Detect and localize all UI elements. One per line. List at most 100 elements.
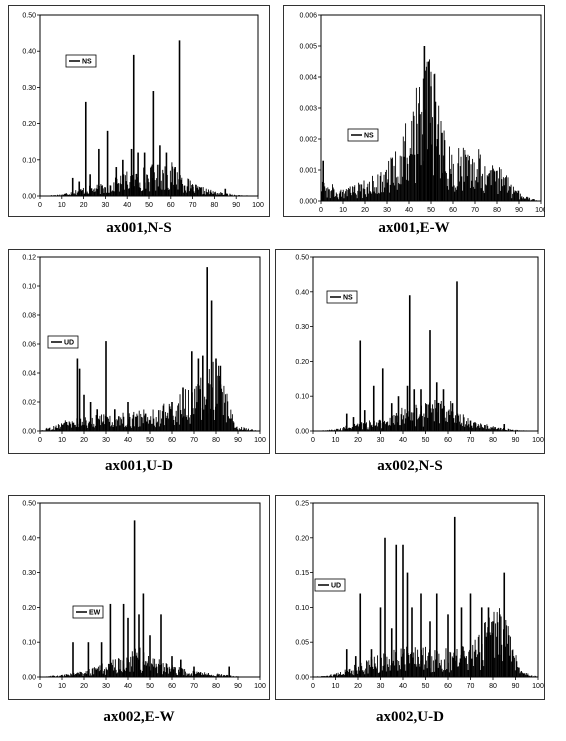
chart-title-ax001-ud: ax001,U-D xyxy=(105,458,173,474)
legend: UD xyxy=(47,335,79,349)
legend: EW xyxy=(72,605,104,619)
y-tick-label: 0.10 xyxy=(22,157,36,164)
x-tick-label: 90 xyxy=(232,202,240,209)
panel-frame xyxy=(8,5,270,217)
y-tick-label: 0.30 xyxy=(295,324,309,331)
x-tick-label: 20 xyxy=(354,437,362,444)
y-tick-label: 0.40 xyxy=(22,535,36,542)
x-tick-label: 30 xyxy=(102,683,110,690)
x-tick-label: 0 xyxy=(38,437,42,444)
legend-box xyxy=(47,335,79,349)
x-tick-label: 0 xyxy=(311,683,315,690)
y-tick-label: 0.02 xyxy=(22,400,36,407)
y-tick-label: 0.30 xyxy=(22,570,36,577)
x-tick-label: 60 xyxy=(168,437,176,444)
y-tick-label: 0.00 xyxy=(22,675,36,682)
y-tick-label: 0.25 xyxy=(295,501,309,508)
x-tick-label: 90 xyxy=(512,437,520,444)
chart-ax001-ew: 0.000 0.001 0.002 0.003 0.004 0.005 0.006 0 10 20… xyxy=(283,5,545,217)
x-tick-label: 0 xyxy=(311,437,315,444)
y-tick-label: 0.00 xyxy=(295,675,309,682)
legend-label: EW xyxy=(89,610,101,617)
y-tick-label: 0.004 xyxy=(299,75,317,82)
y-tick-label: 0.05 xyxy=(295,640,309,647)
panel-frame xyxy=(275,249,545,454)
x-tick-label: 80 xyxy=(211,202,219,209)
y-tick-label: 0.20 xyxy=(295,535,309,542)
y-tick-label: 0.00 xyxy=(22,429,36,436)
y-tick-label: 0.002 xyxy=(299,137,317,144)
y-tick-label: 0.005 xyxy=(299,44,317,51)
x-tick-label: 90 xyxy=(234,437,242,444)
x-tick-label: 30 xyxy=(377,683,385,690)
x-tick-label: 10 xyxy=(58,202,66,209)
x-tick-label: 100 xyxy=(254,437,266,444)
x-tick-label: 60 xyxy=(167,202,175,209)
x-tick-label: 60 xyxy=(444,437,452,444)
legend-box xyxy=(326,290,358,304)
y-tick-label: 0.001 xyxy=(299,168,317,175)
x-tick-label: 10 xyxy=(332,437,340,444)
chart-title-ax002-ew: ax002,E-W xyxy=(103,709,175,725)
y-tick-label: 0.00 xyxy=(295,429,309,436)
y-tick-label: 0.20 xyxy=(295,359,309,366)
x-tick-label: 40 xyxy=(124,437,132,444)
x-tick-label: 20 xyxy=(80,683,88,690)
x-tick-label: 60 xyxy=(168,683,176,690)
x-tick-label: 20 xyxy=(80,202,88,209)
chart-title-ax002-ns: ax002,N-S xyxy=(377,458,443,474)
x-tick-label: 50 xyxy=(146,683,154,690)
x-tick-label: 40 xyxy=(399,683,407,690)
x-tick-label: 60 xyxy=(444,683,452,690)
y-tick-label: 0.08 xyxy=(22,313,36,320)
y-tick-label: 0.10 xyxy=(295,605,309,612)
y-tick-label: 0.20 xyxy=(22,605,36,612)
x-tick-label: 70 xyxy=(467,683,475,690)
x-tick-label: 70 xyxy=(190,437,198,444)
chart-ax001-ud: 0.00 0.02 0.04 0.06 0.08 0.10 0.12 0 10 20 30 40 50 6… xyxy=(8,249,270,454)
chart-panel-ax002-ns: 0.00 0.10 0.20 0.30 0.40 0.50 0 10 20 30 40 50 60 70 8… xyxy=(275,249,545,454)
x-tick-label: 20 xyxy=(361,207,369,214)
chart-ax002-ud: 0.00 0.05 0.10 0.15 0.20 0.25 0 10 20 30 40 50 60 70 8… xyxy=(275,495,545,700)
panel-frame xyxy=(283,5,545,217)
y-tick-label: 0.04 xyxy=(22,371,36,378)
x-tick-label: 0 xyxy=(38,683,42,690)
legend-label: UD xyxy=(64,340,74,347)
x-tick-label: 50 xyxy=(145,202,153,209)
x-tick-label: 90 xyxy=(234,683,242,690)
x-tick-label: 100 xyxy=(532,683,544,690)
x-tick-label: 50 xyxy=(422,683,430,690)
x-tick-label: 40 xyxy=(399,437,407,444)
x-tick-label: 100 xyxy=(535,207,545,214)
y-tick-label: 0.20 xyxy=(22,121,36,128)
x-tick-label: 100 xyxy=(254,683,266,690)
x-tick-label: 10 xyxy=(332,683,340,690)
x-tick-label: 20 xyxy=(354,683,362,690)
chart-panel-ax001-ud: 0.00 0.02 0.04 0.06 0.08 0.10 0.12 0 10 20 30 40 50 6… xyxy=(8,249,270,454)
y-tick-label: 0.50 xyxy=(295,255,309,262)
x-tick-label: 80 xyxy=(212,683,220,690)
legend-box xyxy=(72,605,104,619)
x-tick-label: 10 xyxy=(58,437,66,444)
x-tick-label: 10 xyxy=(58,683,66,690)
legend: NS xyxy=(326,290,358,304)
chart-panel-ax001-ew: 0.000 0.001 0.002 0.003 0.004 0.005 0.006 0 10 20… xyxy=(283,5,545,217)
y-tick-label: 0.10 xyxy=(295,394,309,401)
legend-label: NS xyxy=(82,59,92,66)
chart-ax002-ns: 0.00 0.10 0.20 0.30 0.40 0.50 0 10 20 30 40 50 60 70 8… xyxy=(275,249,545,454)
x-tick-label: 20 xyxy=(80,437,88,444)
y-tick-label: 0.06 xyxy=(22,342,36,349)
x-tick-label: 30 xyxy=(383,207,391,214)
x-tick-label: 100 xyxy=(252,202,264,209)
legend-box xyxy=(65,54,97,68)
legend-box xyxy=(314,578,346,592)
legend-box xyxy=(347,128,379,142)
x-tick-label: 40 xyxy=(405,207,413,214)
x-tick-label: 80 xyxy=(493,207,501,214)
y-tick-label: 0.50 xyxy=(22,13,36,20)
y-tick-label: 0.10 xyxy=(22,640,36,647)
x-tick-label: 30 xyxy=(102,202,110,209)
x-tick-label: 60 xyxy=(449,207,457,214)
y-tick-label: 0.10 xyxy=(22,284,36,291)
y-tick-label: 0.40 xyxy=(295,289,309,296)
